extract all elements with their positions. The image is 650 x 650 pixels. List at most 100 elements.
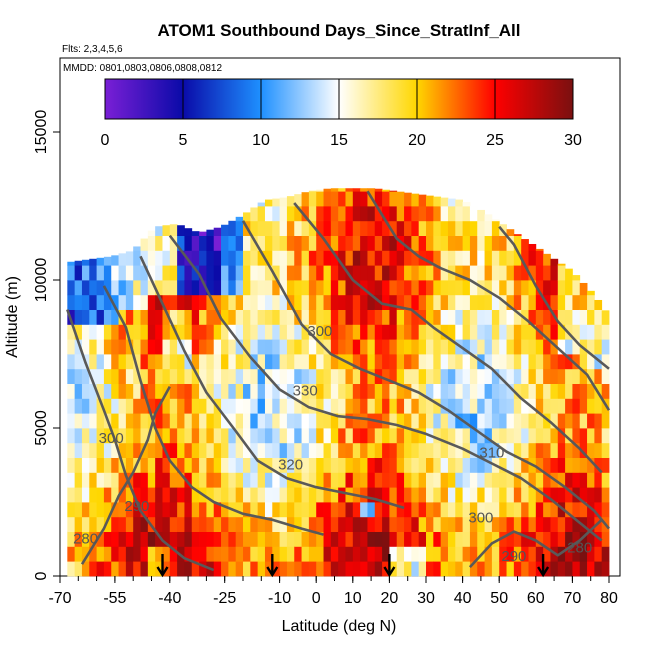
curtain-cell [199, 516, 207, 532]
curtain-cell [177, 398, 185, 414]
curtain-cell [257, 531, 266, 547]
curtain-cell [323, 398, 332, 414]
curtain-cell [323, 383, 332, 399]
curtain-cell [447, 457, 456, 473]
curtain-cell [528, 339, 537, 355]
curtain-cell [155, 502, 163, 518]
curtain-cell [433, 561, 442, 577]
curtain-cell [235, 294, 244, 310]
curtain-cell [484, 294, 493, 310]
curtain-cell [133, 339, 141, 355]
curtain-cell [294, 339, 302, 355]
curtain-cell [133, 428, 141, 444]
curtain-cell [565, 413, 573, 429]
curtain-cell [543, 398, 551, 414]
curtain-cell [513, 428, 522, 444]
curtain-cell [506, 561, 515, 577]
curtain-cell [221, 265, 229, 281]
curtain-cell [308, 561, 317, 577]
curtain-cell [89, 324, 97, 340]
curtain-cell [440, 383, 449, 399]
curtain-cell [279, 428, 288, 444]
curtain-cell [323, 280, 332, 296]
curtain-cell [155, 472, 163, 488]
curtain-cell [418, 368, 427, 384]
curtain-cell [345, 265, 354, 281]
curtain-cell [535, 339, 544, 355]
curtain-cell [125, 251, 134, 266]
curtain-cell [469, 235, 478, 251]
curtain-cell [199, 250, 207, 266]
curtain-cell [587, 457, 595, 473]
curtain-cell [89, 442, 97, 458]
curtain-cell [455, 428, 464, 444]
curtain-cell [491, 472, 500, 488]
curtain-cell [447, 413, 456, 429]
curtain-cell [169, 561, 178, 577]
curtain-cell [213, 235, 222, 251]
contour-line [293, 202, 603, 474]
curtain-cell [338, 191, 346, 207]
curtain-cell [228, 398, 237, 414]
curtain-cell [484, 413, 493, 429]
curtain-cell [286, 531, 295, 547]
curtain-cell [162, 502, 171, 518]
curtain-cell [360, 487, 368, 503]
curtain-cell [133, 368, 141, 384]
curtain-cell [411, 472, 420, 488]
curtain-cell [411, 457, 420, 473]
curtain-cell [213, 413, 222, 429]
curtain-cell [294, 502, 302, 518]
curtain-cell [521, 280, 529, 296]
curtain-cell [447, 354, 456, 370]
curtain-cell [272, 487, 281, 503]
curtain-cell [513, 383, 522, 399]
curtain-cell [557, 413, 566, 429]
curtain-cell [286, 206, 295, 222]
curtain-cell [191, 398, 200, 414]
curtain-cell [404, 324, 412, 340]
curtain-cell [557, 472, 566, 488]
y-tick-label: 0 [33, 571, 50, 580]
curtain-cell [301, 442, 310, 458]
curtain-cell [191, 457, 200, 473]
curtain-cell [147, 280, 156, 296]
curtain-cell [338, 516, 346, 532]
curtain-cell [550, 398, 559, 414]
curtain-cell [447, 294, 456, 310]
curtain-cell [155, 339, 163, 355]
curtain-cell [206, 368, 215, 384]
curtain-cell [433, 398, 442, 414]
curtain-cell [272, 250, 281, 266]
curtain-cell [199, 442, 207, 458]
curtain-cell [323, 561, 332, 577]
curtain-cell [338, 220, 346, 236]
curtain-cell [601, 324, 610, 340]
curtain-cell [162, 531, 171, 547]
curtain-cell [74, 546, 83, 562]
curtain-cell [191, 561, 200, 577]
curtain-cell [169, 250, 178, 266]
curtain-cell [389, 546, 398, 562]
curtain-cell [389, 324, 398, 340]
curtain-cell [411, 368, 420, 384]
curtain-cell [257, 546, 266, 562]
curtain-cell [411, 235, 420, 251]
curtain-cell [499, 383, 507, 399]
curtain-cell [382, 368, 390, 384]
curtain-cell [96, 257, 105, 266]
curtain-cell [140, 516, 149, 532]
curtain-cell [213, 265, 222, 281]
curtain-cell [404, 383, 412, 399]
curtain-cell [404, 265, 412, 281]
curtain-cell [74, 280, 83, 296]
curtain-cell [96, 354, 105, 370]
curtain-cell [264, 220, 273, 236]
curtain-cell [557, 383, 566, 399]
curtain-cell [213, 250, 222, 266]
curtain-cell [301, 502, 310, 518]
curtain-cell [396, 487, 405, 503]
curtain-cell [367, 516, 376, 532]
curtain-cell [323, 206, 332, 222]
curtain-cell [535, 250, 544, 266]
